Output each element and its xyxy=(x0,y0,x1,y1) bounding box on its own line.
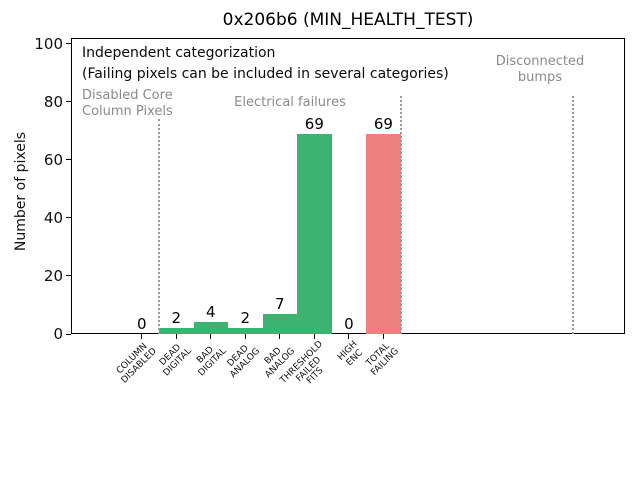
x-tick-label: BAD DIGITAL xyxy=(194,344,228,378)
y-tick-mark xyxy=(66,101,71,103)
bar xyxy=(297,133,332,334)
y-tick-label: 0 xyxy=(53,325,63,343)
bar xyxy=(228,328,263,334)
x-tick-mark xyxy=(382,334,384,339)
plot-area xyxy=(71,38,625,334)
bar-value-label: 0 xyxy=(136,315,147,333)
annotation-failing-note: (Failing pixels can be included in sever… xyxy=(82,66,449,82)
y-tick-label: 100 xyxy=(34,34,63,53)
chart-title: 0x206b6 (MIN_HEALTH_TEST) xyxy=(222,10,474,30)
bar-value-label: 2 xyxy=(240,309,251,328)
bar-value-label: 2 xyxy=(171,309,182,328)
y-tick-mark xyxy=(66,159,71,161)
bar xyxy=(193,322,229,334)
group-label-disconnected-bumps: Disconnected bumps xyxy=(495,54,585,85)
y-axis-label: Number of pixels xyxy=(13,132,29,252)
bar-value-label: 4 xyxy=(206,303,216,322)
y-tick-mark xyxy=(66,333,71,335)
y-tick-label: 40 xyxy=(43,208,63,227)
bar-value-label: 69 xyxy=(373,114,393,133)
x-tick-mark xyxy=(210,334,212,339)
y-tick-mark xyxy=(66,43,71,45)
bar-value-label: 69 xyxy=(304,114,324,133)
separator-line xyxy=(399,96,402,334)
bar xyxy=(262,313,298,334)
x-tick-mark xyxy=(348,334,350,339)
separator-line xyxy=(158,119,161,334)
x-tick-label: DEAD ANALOG xyxy=(226,343,263,380)
x-tick-mark xyxy=(279,334,281,339)
y-tick-label: 60 xyxy=(43,150,63,169)
y-tick-mark xyxy=(66,217,71,219)
y-tick-label: 80 xyxy=(43,92,63,111)
y-tick-mark xyxy=(66,275,71,277)
annotation-independent-categorization: Independent categorization xyxy=(82,45,276,61)
bar-value-label: 0 xyxy=(344,315,354,333)
x-tick-mark xyxy=(244,334,246,339)
x-tick-label: DEAD DIGITAL xyxy=(158,342,194,378)
x-tick-label: COLUMN DISABLED xyxy=(115,341,159,386)
bar-value-label: 7 xyxy=(275,294,285,313)
group-label-disabled-core-column-pixels: Disabled Core Column Pixels xyxy=(82,88,173,119)
bar xyxy=(159,328,194,334)
x-tick-label: TOTAL FAILING xyxy=(364,341,401,378)
x-tick-mark xyxy=(141,334,143,339)
bar xyxy=(366,133,401,334)
x-tick-mark xyxy=(175,334,177,339)
y-tick-label: 20 xyxy=(43,266,63,285)
x-tick-label: HIGH ENC xyxy=(335,339,365,368)
group-label-electrical-failures: Electrical failures xyxy=(234,95,346,110)
x-tick-mark xyxy=(313,334,315,339)
separator-line xyxy=(572,96,575,334)
